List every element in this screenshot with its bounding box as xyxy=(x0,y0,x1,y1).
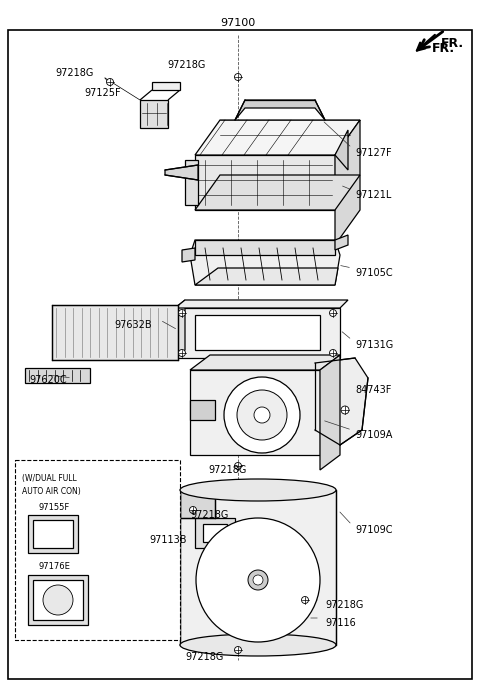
Text: 97218G: 97218G xyxy=(190,510,228,520)
Text: 97121L: 97121L xyxy=(355,190,391,200)
Polygon shape xyxy=(195,120,360,155)
Polygon shape xyxy=(195,268,338,285)
Polygon shape xyxy=(33,580,83,620)
Text: 97100: 97100 xyxy=(220,18,256,28)
Polygon shape xyxy=(152,82,180,90)
Text: 97131G: 97131G xyxy=(355,340,393,350)
Polygon shape xyxy=(52,305,178,360)
Polygon shape xyxy=(175,300,348,308)
Circle shape xyxy=(254,407,270,423)
Circle shape xyxy=(196,518,320,642)
Text: 97155F: 97155F xyxy=(38,503,69,512)
Polygon shape xyxy=(195,175,360,210)
Polygon shape xyxy=(335,235,348,250)
Circle shape xyxy=(253,575,263,585)
Polygon shape xyxy=(195,240,335,255)
Circle shape xyxy=(190,506,196,513)
Text: 97620C: 97620C xyxy=(29,375,67,385)
Circle shape xyxy=(107,78,113,85)
Polygon shape xyxy=(190,370,320,455)
Circle shape xyxy=(248,570,268,590)
Text: 97109C: 97109C xyxy=(355,525,393,535)
Polygon shape xyxy=(28,575,88,625)
Circle shape xyxy=(301,596,309,603)
Ellipse shape xyxy=(180,634,336,656)
Polygon shape xyxy=(28,515,78,553)
Polygon shape xyxy=(335,130,348,170)
Text: 97116: 97116 xyxy=(325,618,356,628)
Polygon shape xyxy=(235,100,325,120)
Polygon shape xyxy=(320,355,340,470)
Text: 97113B: 97113B xyxy=(149,535,187,545)
Circle shape xyxy=(235,462,241,469)
Circle shape xyxy=(235,74,241,80)
Text: AUTO AIR CON): AUTO AIR CON) xyxy=(22,487,81,496)
Text: 97125F: 97125F xyxy=(84,88,121,98)
Polygon shape xyxy=(190,400,215,420)
Circle shape xyxy=(43,585,73,615)
Text: 97632B: 97632B xyxy=(114,320,152,330)
Polygon shape xyxy=(175,300,185,358)
Ellipse shape xyxy=(180,479,336,501)
Polygon shape xyxy=(180,490,336,645)
Text: 97218G: 97218G xyxy=(186,652,224,662)
Polygon shape xyxy=(195,155,335,210)
Text: FR.: FR. xyxy=(432,42,455,55)
Polygon shape xyxy=(190,240,340,285)
FancyBboxPatch shape xyxy=(15,460,180,640)
Circle shape xyxy=(329,310,336,317)
Text: FR.: FR. xyxy=(441,36,464,49)
Polygon shape xyxy=(190,355,340,370)
Circle shape xyxy=(179,310,185,317)
Polygon shape xyxy=(33,520,73,548)
Polygon shape xyxy=(195,518,235,548)
Polygon shape xyxy=(165,165,198,180)
Text: 97176E: 97176E xyxy=(38,562,70,571)
Text: 97218G: 97218G xyxy=(325,600,363,610)
Polygon shape xyxy=(203,524,227,542)
Polygon shape xyxy=(335,120,360,245)
Polygon shape xyxy=(185,160,198,205)
Polygon shape xyxy=(182,248,195,262)
Text: (W/DUAL FULL: (W/DUAL FULL xyxy=(22,474,77,483)
Polygon shape xyxy=(168,90,180,100)
Text: 84743F: 84743F xyxy=(355,385,391,395)
Text: 97218G: 97218G xyxy=(56,68,94,78)
Circle shape xyxy=(237,390,287,440)
Polygon shape xyxy=(195,315,320,350)
Polygon shape xyxy=(175,308,340,358)
Polygon shape xyxy=(140,90,152,100)
Circle shape xyxy=(235,646,241,653)
Polygon shape xyxy=(25,368,90,383)
Text: 97218G: 97218G xyxy=(168,60,206,70)
Polygon shape xyxy=(315,358,368,445)
Text: 97127F: 97127F xyxy=(355,148,392,158)
Text: 97109A: 97109A xyxy=(355,430,392,440)
Circle shape xyxy=(341,406,349,414)
Text: 97218G: 97218G xyxy=(209,465,247,475)
Circle shape xyxy=(179,350,185,357)
Circle shape xyxy=(329,350,336,357)
Polygon shape xyxy=(140,100,168,128)
Text: 97105C: 97105C xyxy=(355,268,393,278)
Circle shape xyxy=(224,377,300,453)
Polygon shape xyxy=(180,490,215,518)
